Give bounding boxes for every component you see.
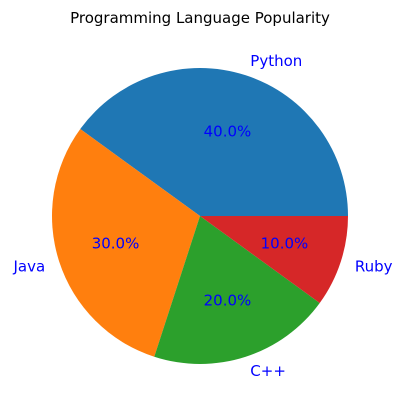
- pie-slice-ruby: [200, 216, 348, 303]
- chart-title: Programming Language Popularity: [70, 9, 330, 27]
- slice-label-java: Java: [12, 257, 45, 275]
- slice-percent-ruby: 10.0%: [261, 234, 309, 252]
- slice-percent-python: 40.0%: [204, 123, 252, 141]
- slice-percent-c-: 20.0%: [204, 291, 252, 309]
- slice-label-c-: C++: [250, 362, 286, 380]
- pie-labels: Python 40.0% Java 30.0% C++ 20.0% Ruby 10.0%: [12, 52, 392, 380]
- pie-slices: [52, 67, 348, 365]
- slice-label-ruby: Ruby: [355, 257, 393, 275]
- pie-slice-java: [52, 129, 201, 357]
- slice-label-python: Python: [250, 52, 302, 70]
- slice-percent-java: 30.0%: [92, 234, 140, 252]
- pie-slice-python: [80, 67, 348, 217]
- pie-slice-c-: [154, 216, 320, 365]
